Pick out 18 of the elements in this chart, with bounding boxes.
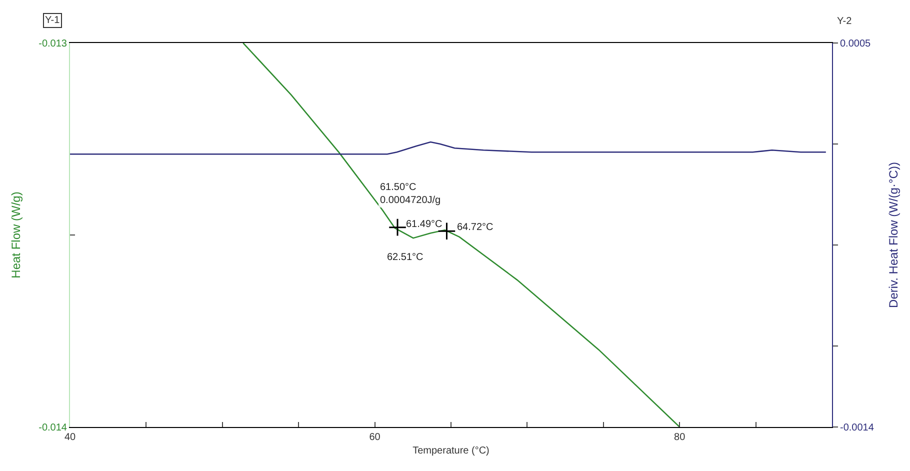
y2-tick-label: 0.0005 [840,38,872,50]
x-tick-label: 80 [674,432,686,443]
y-tick-label: -0.013 [38,38,68,50]
y2-axis-title: Deriv. Heat Flow (W/(g·°C)) [886,162,900,308]
x-axis-title: Temperature (°C) [412,446,490,456]
annotation: 61.49°C [406,219,442,230]
line-series [70,141,827,155]
annotation: 62.51°C [387,252,424,263]
annotation: 64.72°C [457,222,494,233]
y-axis-title: Heat Flow (W/g) [8,192,23,278]
text: Y-2 [837,16,852,27]
line-series [242,43,680,427]
y2-tick-label: -0.0014 [840,422,874,434]
text: Y-1 [45,15,60,26]
annotation: 61.50°C 0.0004720J/g [380,182,441,206]
x-tick-label: 40 [64,432,76,443]
x-tick-label: 60 [369,432,381,443]
y-tick-label: -0.014 [38,422,68,434]
